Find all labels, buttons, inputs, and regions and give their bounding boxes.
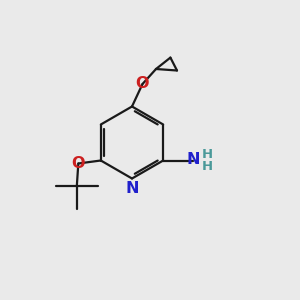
Text: H: H: [202, 160, 213, 173]
Text: O: O: [72, 156, 85, 171]
Text: H: H: [202, 148, 213, 161]
Text: N: N: [125, 181, 139, 196]
Text: N: N: [186, 152, 200, 166]
Text: O: O: [136, 76, 149, 92]
